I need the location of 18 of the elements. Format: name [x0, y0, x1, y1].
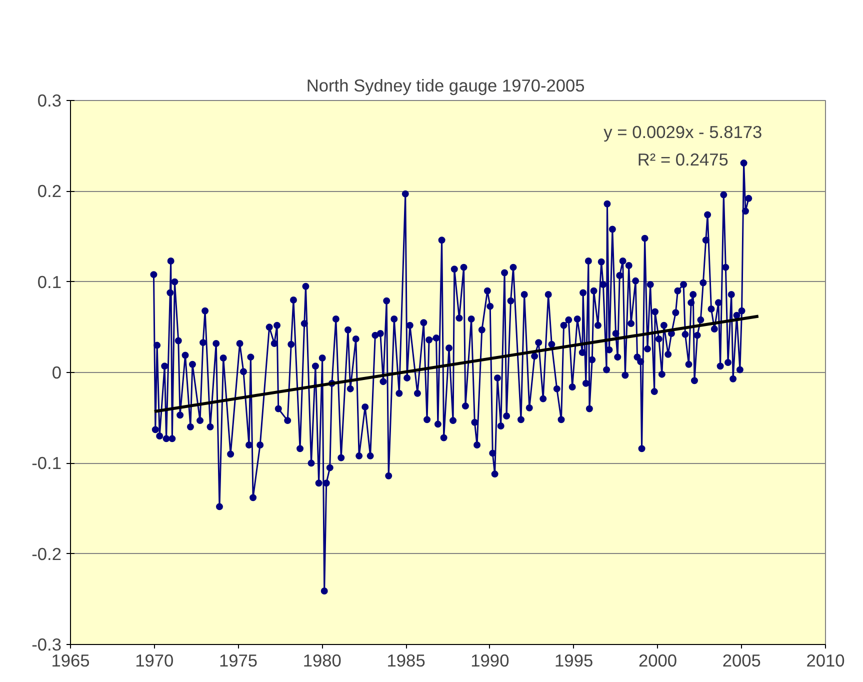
x-tick-label: 1970 — [135, 650, 174, 670]
x-tick-label: 1975 — [219, 650, 258, 670]
y-tick-label: 0.2 — [37, 181, 62, 202]
x-tick-label: 1990 — [470, 650, 510, 670]
x-tick-label: 1980 — [302, 650, 342, 670]
annotation: y = 0.0029x - 5.8173 — [604, 122, 762, 142]
x-tick-label: 2010 — [806, 650, 845, 670]
x-tick-label: 2005 — [722, 650, 761, 670]
y-tick-label: 0 — [52, 362, 62, 382]
annotation: R² = 0.2475 — [637, 149, 728, 170]
x-tick-label: 1985 — [386, 650, 426, 670]
y-tick-label: -0.2 — [32, 544, 62, 564]
y-tick-label: -0.1 — [32, 453, 62, 474]
chart-title: North Sydney tide gauge 1970-2005 — [306, 76, 585, 96]
y-tick-label: 0.1 — [37, 272, 62, 292]
x-tick-label: 2000 — [638, 650, 678, 670]
y-tick-label: 0.3 — [37, 90, 62, 110]
x-tick-label: 1995 — [554, 650, 594, 670]
